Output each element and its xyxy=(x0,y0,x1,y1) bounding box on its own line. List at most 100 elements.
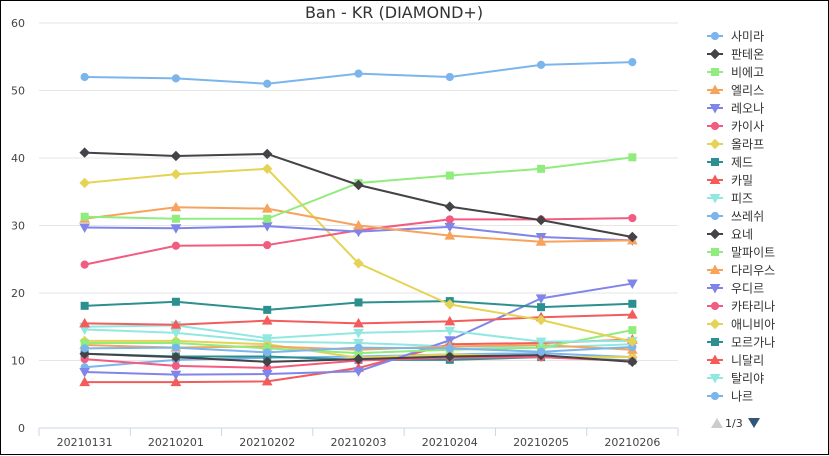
data-point[interactable] xyxy=(171,361,181,370)
data-point[interactable] xyxy=(262,148,273,160)
data-point[interactable] xyxy=(170,376,182,387)
data-point[interactable] xyxy=(628,213,637,223)
data-point[interactable] xyxy=(628,153,637,162)
data-point[interactable] xyxy=(444,201,455,212)
legend-item[interactable]: 쓰레쉬 xyxy=(707,210,764,224)
legend-item[interactable]: 카이사 xyxy=(707,120,764,134)
legend-marker[interactable] xyxy=(711,248,719,256)
legend-marker[interactable] xyxy=(709,174,721,184)
data-point[interactable] xyxy=(79,147,90,158)
data-point[interactable] xyxy=(353,328,364,339)
data-point[interactable] xyxy=(354,343,363,352)
data-point[interactable] xyxy=(535,294,547,304)
data-point[interactable] xyxy=(353,179,364,191)
data-point[interactable] xyxy=(537,164,546,173)
data-point[interactable] xyxy=(353,338,364,349)
data-point[interactable] xyxy=(170,319,182,329)
legend-marker[interactable] xyxy=(709,354,721,364)
legend-marker[interactable] xyxy=(709,374,721,384)
data-point[interactable] xyxy=(261,203,273,213)
data-point[interactable] xyxy=(79,177,90,189)
data-point[interactable] xyxy=(80,260,89,269)
legend-item[interactable]: 말파이트 xyxy=(707,246,775,260)
data-point[interactable] xyxy=(444,315,456,326)
legend-item[interactable]: 피즈 xyxy=(707,192,753,206)
legend-marker[interactable] xyxy=(711,158,719,166)
data-point[interactable] xyxy=(535,236,547,246)
legend-item[interactable]: 애니비아 xyxy=(707,318,775,332)
data-point[interactable] xyxy=(444,222,456,233)
legend-marker[interactable] xyxy=(710,121,720,131)
data-point[interactable] xyxy=(354,69,363,78)
legend-marker[interactable] xyxy=(709,194,721,204)
data-point[interactable] xyxy=(444,230,456,240)
data-point[interactable] xyxy=(445,344,454,353)
data-point[interactable] xyxy=(170,351,182,363)
data-point[interactable] xyxy=(263,348,272,357)
data-point[interactable] xyxy=(628,58,637,67)
data-point[interactable] xyxy=(628,299,637,308)
data-point[interactable] xyxy=(79,367,90,378)
data-point[interactable] xyxy=(79,376,90,387)
data-point[interactable] xyxy=(444,326,456,337)
data-point[interactable] xyxy=(627,231,638,243)
data-point[interactable] xyxy=(170,370,182,381)
data-point[interactable] xyxy=(535,214,547,226)
legend-item[interactable]: 모르가나 xyxy=(707,336,775,350)
legend-item[interactable]: 카밀 xyxy=(707,174,753,188)
data-point[interactable] xyxy=(445,215,454,224)
data-point[interactable] xyxy=(627,279,638,290)
data-point[interactable] xyxy=(170,224,182,234)
data-point[interactable] xyxy=(536,347,546,356)
data-point[interactable] xyxy=(262,356,273,368)
legend-item[interactable]: 제드 xyxy=(707,156,753,170)
legend-item[interactable]: 판테온 xyxy=(707,48,764,62)
legend-item[interactable]: 올라프 xyxy=(707,138,764,152)
legend-item[interactable]: 니달리 xyxy=(707,354,764,368)
data-point[interactable] xyxy=(263,305,272,314)
legend-marker[interactable] xyxy=(709,318,721,330)
data-point[interactable] xyxy=(80,72,89,82)
data-point[interactable] xyxy=(263,79,272,88)
legend-marker[interactable] xyxy=(709,284,721,294)
legend-marker[interactable] xyxy=(711,338,719,346)
data-point[interactable] xyxy=(444,351,455,362)
data-point[interactable] xyxy=(262,163,273,175)
legend-item[interactable]: 카타리나 xyxy=(707,300,775,314)
data-point[interactable] xyxy=(627,309,638,319)
legend-marker[interactable] xyxy=(709,48,721,60)
data-point[interactable] xyxy=(79,317,90,328)
data-point[interactable] xyxy=(171,74,181,83)
data-point[interactable] xyxy=(353,317,364,328)
data-point[interactable] xyxy=(627,336,638,347)
data-point[interactable] xyxy=(445,72,454,82)
data-point[interactable] xyxy=(80,301,89,310)
data-point[interactable] xyxy=(170,201,182,212)
data-point[interactable] xyxy=(444,299,455,310)
data-point[interactable] xyxy=(170,168,182,180)
data-point[interactable] xyxy=(444,336,456,346)
data-point[interactable] xyxy=(353,353,364,365)
legend-item[interactable]: 우디르 xyxy=(707,282,764,296)
data-point[interactable] xyxy=(261,334,273,344)
legend-marker[interactable] xyxy=(709,84,721,94)
data-point[interactable] xyxy=(263,240,272,250)
data-point[interactable] xyxy=(627,356,638,368)
legend-item[interactable]: 엘리스 xyxy=(707,84,764,98)
legend-marker[interactable] xyxy=(710,301,720,311)
legend-item[interactable]: 나르 xyxy=(707,390,753,404)
data-point[interactable] xyxy=(80,344,89,353)
legend-item[interactable]: 요네 xyxy=(707,228,753,242)
data-point[interactable] xyxy=(171,241,181,250)
legend-prev-arrow-icon[interactable] xyxy=(711,418,723,428)
legend-item[interactable]: 탈리야 xyxy=(707,372,764,386)
data-point[interactable] xyxy=(536,60,546,69)
data-point[interactable] xyxy=(445,171,454,180)
legend-marker[interactable] xyxy=(709,104,721,114)
legend-next-arrow-icon[interactable] xyxy=(748,418,760,428)
data-point[interactable] xyxy=(261,375,273,386)
legend-item[interactable]: 레오나 xyxy=(707,102,764,116)
legend-marker[interactable] xyxy=(711,68,719,76)
data-point[interactable] xyxy=(353,219,364,230)
data-point[interactable] xyxy=(261,370,273,380)
